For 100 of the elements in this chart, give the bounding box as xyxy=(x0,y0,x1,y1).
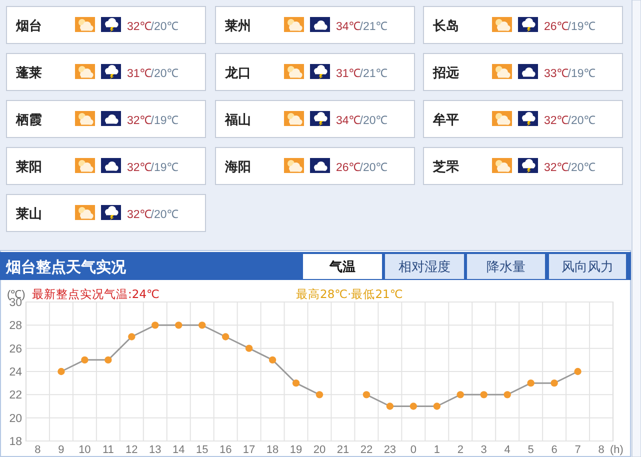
x-tick-label: 5 xyxy=(528,444,534,456)
x-tick-label: 15 xyxy=(196,444,208,456)
text: /19℃ xyxy=(568,68,596,80)
text: /20℃ xyxy=(568,115,596,127)
text: /20℃ xyxy=(568,162,596,174)
x-tick-label: 2 xyxy=(457,444,464,456)
x-tick-label: 11 xyxy=(102,444,114,456)
point xyxy=(292,379,300,387)
text: 31℃ xyxy=(336,68,361,80)
text: /20℃ xyxy=(150,209,179,221)
point xyxy=(175,322,182,329)
text: 32℃ xyxy=(544,115,569,127)
text: 海阳 xyxy=(224,160,251,175)
text: /21℃ xyxy=(360,21,388,33)
point xyxy=(574,368,582,376)
text: 26℃ xyxy=(544,21,569,33)
y-tick-label: 18 xyxy=(9,436,22,448)
text: 蓬莱 xyxy=(15,65,42,81)
x-tick-label: 21 xyxy=(336,444,350,456)
x-tick-label: 20 xyxy=(313,444,326,456)
x-tick-label: 4 xyxy=(504,444,510,456)
point xyxy=(245,344,253,352)
x-tick-label: 8 xyxy=(598,444,604,456)
tab[interactable] xyxy=(303,254,382,279)
text: 风向风力 xyxy=(562,260,614,275)
text: 降水量 xyxy=(486,260,526,275)
x-tick-label: 19 xyxy=(290,444,302,456)
text: 32℃ xyxy=(127,162,152,174)
text: 长岛 xyxy=(432,19,459,34)
x-tick-label: 18 xyxy=(266,444,279,456)
point xyxy=(386,402,394,410)
point xyxy=(433,402,440,410)
x-tick-label: 8 xyxy=(34,444,41,456)
tab[interactable] xyxy=(385,254,464,279)
point xyxy=(456,391,464,398)
point xyxy=(527,379,534,387)
text: 招远 xyxy=(432,66,460,81)
point xyxy=(128,333,136,340)
text: 32℃ xyxy=(127,115,152,127)
y-tick-label: 26 xyxy=(9,343,22,356)
x-tick-label: 13 xyxy=(149,444,162,456)
x-tick-label: 10 xyxy=(78,444,91,456)
text: 牟平 xyxy=(432,112,459,128)
point xyxy=(410,402,418,410)
point xyxy=(58,368,65,376)
text: 栖霞 xyxy=(15,113,42,128)
text: /20℃ xyxy=(360,162,388,174)
tab[interactable] xyxy=(467,254,545,279)
text: 莱州 xyxy=(224,19,251,34)
x-tick-label: 17 xyxy=(242,444,256,456)
x-tick-label: 14 xyxy=(172,444,185,456)
text: /20℃ xyxy=(150,68,179,80)
y-tick-label: 24 xyxy=(9,366,23,378)
text: 福山 xyxy=(224,112,251,128)
x-tick-label: 12 xyxy=(126,444,138,456)
text: /20℃ xyxy=(360,115,388,127)
text: /19℃ xyxy=(568,21,596,33)
x-tick-label: 9 xyxy=(58,444,64,456)
point xyxy=(316,391,324,398)
point xyxy=(152,322,159,329)
text: 32℃ xyxy=(127,209,152,221)
point xyxy=(104,356,112,364)
text: 32℃ xyxy=(127,21,152,33)
point xyxy=(268,356,276,364)
text: 34℃ xyxy=(336,115,361,127)
text: 气温 xyxy=(328,260,356,275)
text: 芝罘 xyxy=(432,160,459,175)
y-tick-label: 20 xyxy=(9,412,22,425)
x-tick-label: 23 xyxy=(384,444,396,456)
text: 烟台 xyxy=(15,18,42,34)
x-tick-label: 0 xyxy=(410,444,416,456)
point xyxy=(81,356,88,364)
text: /19℃ xyxy=(150,162,179,174)
y-axis-title: (℃) xyxy=(7,289,26,301)
x-tick-label: 7 xyxy=(574,444,581,456)
text: 相对湿度 xyxy=(398,259,450,275)
text: 33℃ xyxy=(544,68,569,80)
x-tick-label: 3 xyxy=(480,444,487,456)
text: /21℃ xyxy=(360,68,388,80)
text: 31℃ xyxy=(127,68,152,80)
x-tick-label: 6 xyxy=(551,444,558,456)
point xyxy=(504,391,511,398)
point xyxy=(362,391,370,398)
text: 莱山 xyxy=(15,207,42,222)
x-tick-label: 22 xyxy=(360,444,373,456)
text: 26℃ xyxy=(336,162,361,174)
text: 莱阳 xyxy=(15,160,42,175)
tab[interactable] xyxy=(549,254,626,279)
point xyxy=(198,322,206,329)
text: 32℃ xyxy=(544,162,569,174)
text: /20℃ xyxy=(150,21,179,33)
point xyxy=(480,391,488,398)
y-tick-label: 28 xyxy=(9,320,22,332)
point xyxy=(550,379,558,387)
x-tick-label: 1 xyxy=(434,444,440,456)
chart-subtitle: 最新整点实况气温:24℃ xyxy=(32,287,160,301)
text: 龙口 xyxy=(224,66,251,81)
chart-title: 烟台整点天气实况 xyxy=(5,258,127,276)
point xyxy=(222,333,230,340)
text: 34℃ xyxy=(336,21,361,33)
